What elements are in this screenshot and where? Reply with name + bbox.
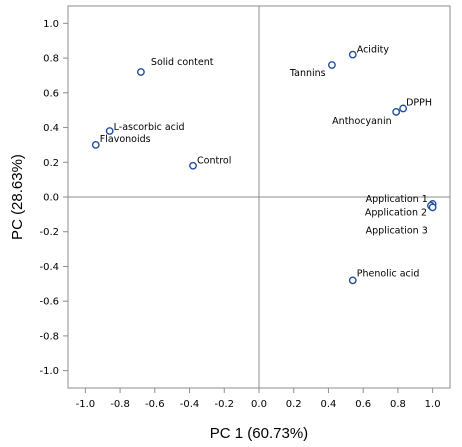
data-points (91, 50, 437, 285)
point-label: Acidity (357, 45, 390, 56)
x-tick-label: -0.4 (180, 399, 200, 410)
data-point (91, 141, 100, 149)
x-tick-label: 1.0 (425, 399, 441, 410)
data-point (399, 104, 408, 113)
point-label: Anthocyanin (332, 116, 391, 127)
point-label: Solid content (151, 57, 214, 68)
x-tick-label: -0.8 (110, 399, 130, 410)
y-tick-label: 0.6 (43, 88, 59, 99)
point-label: Application 3 (366, 225, 428, 236)
point-label: Application 2 (365, 208, 427, 219)
data-point (348, 50, 357, 59)
point-label: Application 1 (366, 194, 428, 205)
x-tick-label: 0.6 (355, 399, 371, 410)
reference-lines (68, 6, 450, 388)
y-tick-label: 0.2 (43, 158, 59, 169)
data-point (137, 68, 145, 76)
x-tick-label: 0.8 (390, 399, 406, 410)
y-tick-label: 0.8 (43, 54, 59, 65)
data-point (105, 127, 114, 135)
point-label: Tannins (289, 68, 326, 79)
x-axis-ticks: -1.0 -0.8 -0.6 -0.4 -0.2 0.0 0.2 0.4 0.6 0.8 1.0 (76, 388, 441, 410)
point-label: L-ascorbic acid (114, 122, 185, 133)
y-tick-label: -1.0 (39, 366, 59, 377)
y-tick-label: 0.4 (43, 123, 59, 134)
y-axis-ticks: 1.0 0.8 0.6 0.4 0.2 0.0 -0.2 -0.4 -0.6 -0.8 -1.0 (39, 19, 68, 377)
x-axis-title: PC 1 (60.73%) (210, 425, 308, 442)
data-point (428, 203, 437, 212)
x-tick-label: -0.2 (215, 399, 235, 410)
x-tick-label: -0.6 (145, 399, 165, 410)
y-tick-label: -0.6 (39, 297, 59, 308)
point-label: DPPH (406, 97, 432, 108)
y-axis-title: PC (28.63%) (9, 154, 26, 240)
y-tick-label: 0.0 (43, 193, 59, 204)
y-tick-label: 1.0 (43, 19, 59, 30)
point-label: Control (197, 156, 231, 167)
x-tick-label: 0.2 (286, 399, 302, 410)
data-point (348, 276, 357, 285)
x-tick-label: 0.0 (251, 399, 267, 410)
data-point (392, 108, 401, 116)
data-point (189, 161, 197, 170)
point-label: Phenolic acid (357, 268, 420, 279)
y-tick-label: -0.2 (39, 227, 59, 238)
y-tick-label: -0.8 (39, 331, 59, 342)
point-label: Flavonoids (100, 134, 151, 145)
data-point (328, 61, 336, 69)
x-tick-label: 0.4 (321, 399, 337, 410)
x-tick-label: -1.0 (76, 399, 96, 410)
y-tick-label: -0.4 (39, 262, 59, 273)
